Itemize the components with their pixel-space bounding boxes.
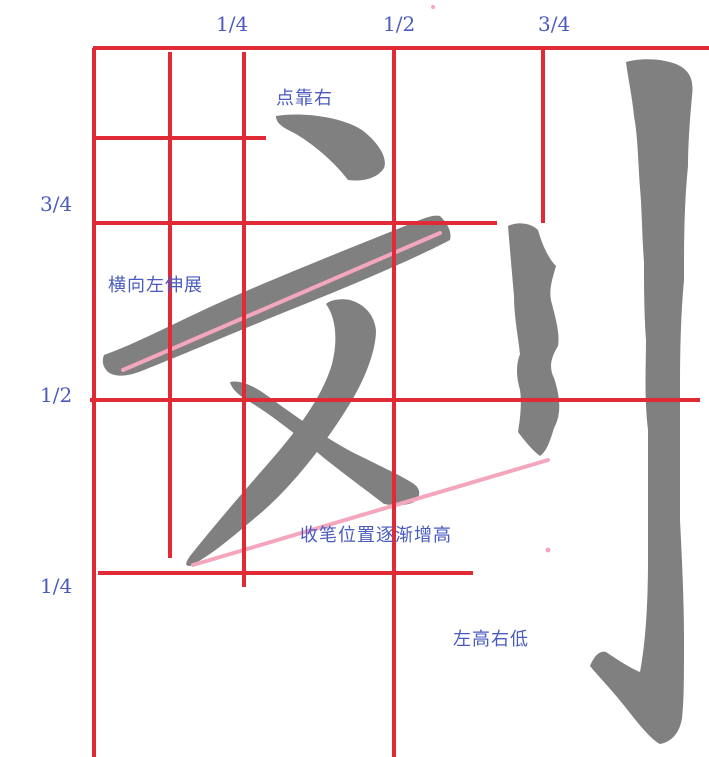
left-label-quarter: 1/4: [40, 574, 72, 598]
left-label-half: 1/2: [40, 383, 72, 407]
guide-dot-bottom: [545, 547, 551, 553]
annotation-ending-rise: 收笔位置逐渐增高: [300, 525, 452, 546]
top-label-three-quarter: 3/4: [538, 12, 570, 36]
left-label-three-quarter: 3/4: [40, 192, 72, 216]
ending-guide-line: [191, 458, 550, 567]
top-label-quarter: 1/4: [216, 12, 248, 36]
annotation-dot-right: 点靠右: [276, 88, 333, 109]
top-label-half: 1/2: [383, 12, 415, 36]
horizontal-guide-line: [121, 231, 442, 372]
grid-lines: [90, 46, 709, 757]
vertical-hook-stroke: [590, 59, 693, 745]
short-vertical-stroke: [508, 223, 560, 456]
axis-labels: 1/4 1/2 3/4 3/4 1/2 1/4: [40, 12, 570, 598]
left-falling-stroke: [186, 299, 376, 566]
annotation-horizontal-extend: 横向左伸展: [108, 275, 203, 296]
guide-dot-top: [431, 5, 435, 9]
right-falling-stroke: [230, 381, 420, 506]
guide-lines: [121, 5, 551, 567]
annotations: 点靠右 横向左伸展 收笔位置逐渐增高 左高右低: [108, 88, 529, 650]
annotation-left-high-right-low: 左高右低: [453, 629, 529, 650]
horizontal-stroke: [102, 215, 451, 376]
character-strokes: [102, 59, 693, 745]
dot-stroke: [276, 114, 385, 181]
